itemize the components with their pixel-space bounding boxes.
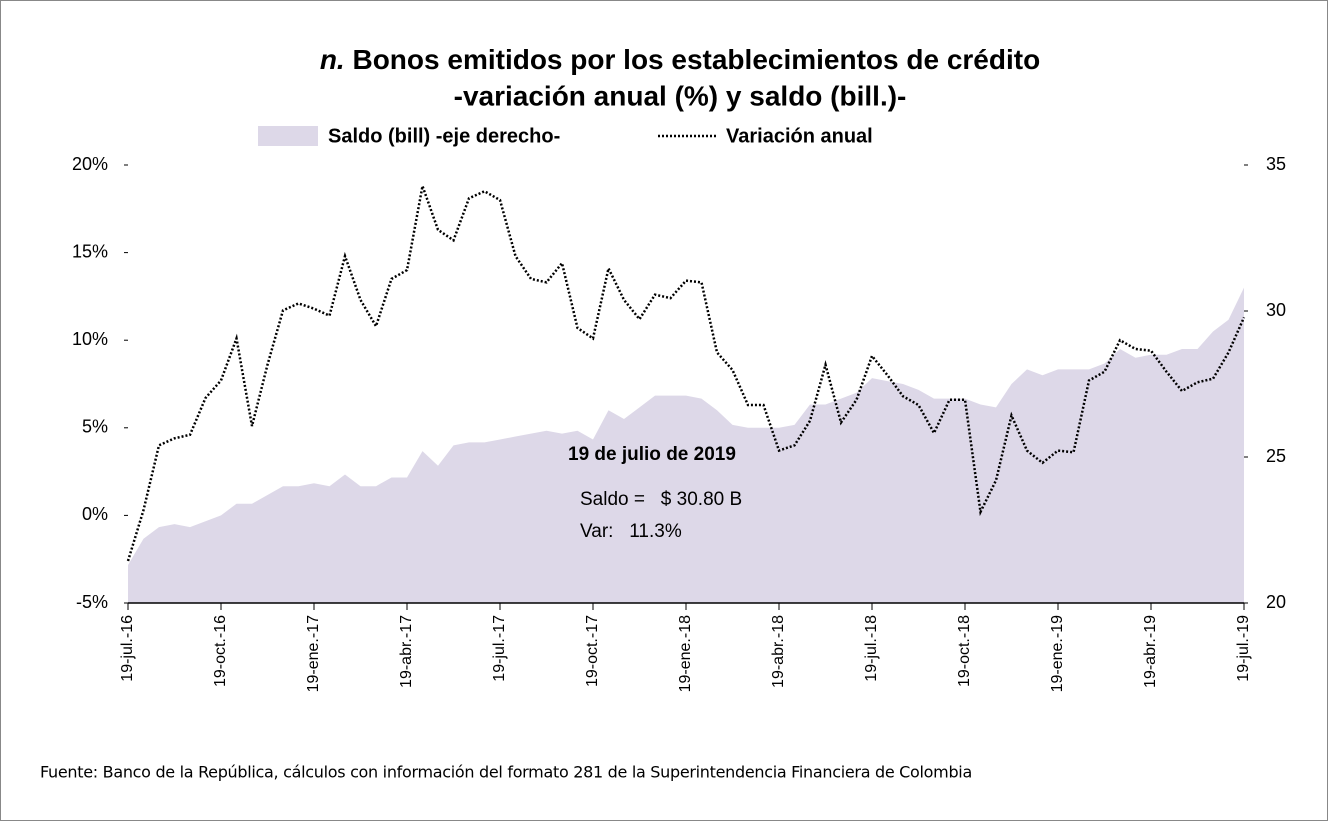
y2-tick-label: 20 [1266,592,1286,612]
area-series [128,287,1244,603]
chart-subtitle: -variación anual (%) y saldo (bill.)- [454,80,907,111]
x-tick-label: 19-jul.-19 [1235,615,1252,682]
source-note: Fuente: Banco de la República, cálculos … [40,763,972,782]
annotation: Var: 11.3% [580,521,682,542]
annotation: 19 de julio de 2019 [568,444,736,465]
x-tick-label: 19-abr.-19 [1142,615,1159,688]
y-tick-label: 10% [72,329,108,349]
x-tick-label: 19-oct.-18 [956,615,973,687]
x-tick-label: 19-jul.-18 [863,615,880,682]
legend-label: Variación anual [726,125,873,147]
y2-tick-label: 35 [1266,154,1286,174]
title-text: Bonos emitidos por los establecimientos … [352,44,1040,75]
y-tick-label: 0% [82,504,108,524]
legend-label: Saldo (bill) -eje derecho- [328,125,560,147]
x-tick-label: 19-jul.-16 [119,615,136,682]
y-tick-label: 20% [72,154,108,174]
annotation: Saldo = $ 30.80 B [580,489,742,510]
title-marker: n. [320,44,345,75]
y-tick-label: 15% [72,241,108,261]
x-tick-label: 19-abr.-17 [398,615,415,688]
y2-tick-label: 30 [1266,300,1286,320]
y-tick-label: 5% [82,417,108,437]
x-tick-label: 19-ene.-19 [1049,615,1066,692]
y2-tick-label: 25 [1266,446,1286,466]
chart-title: n. Bonos emitidos por los establecimient… [320,44,1040,75]
x-tick-label: 19-ene.-17 [305,615,322,692]
x-tick-label: 19-oct.-17 [584,615,601,687]
legend-swatch [258,126,318,146]
x-tick-label: 19-abr.-18 [770,615,787,688]
plot-area [126,181,1246,603]
x-tick-label: 19-oct.-16 [212,615,229,687]
y-tick-label: -5% [76,592,108,612]
x-tick-label: 19-jul.-17 [491,615,508,682]
x-tick-label: 19-ene.-18 [677,615,694,692]
